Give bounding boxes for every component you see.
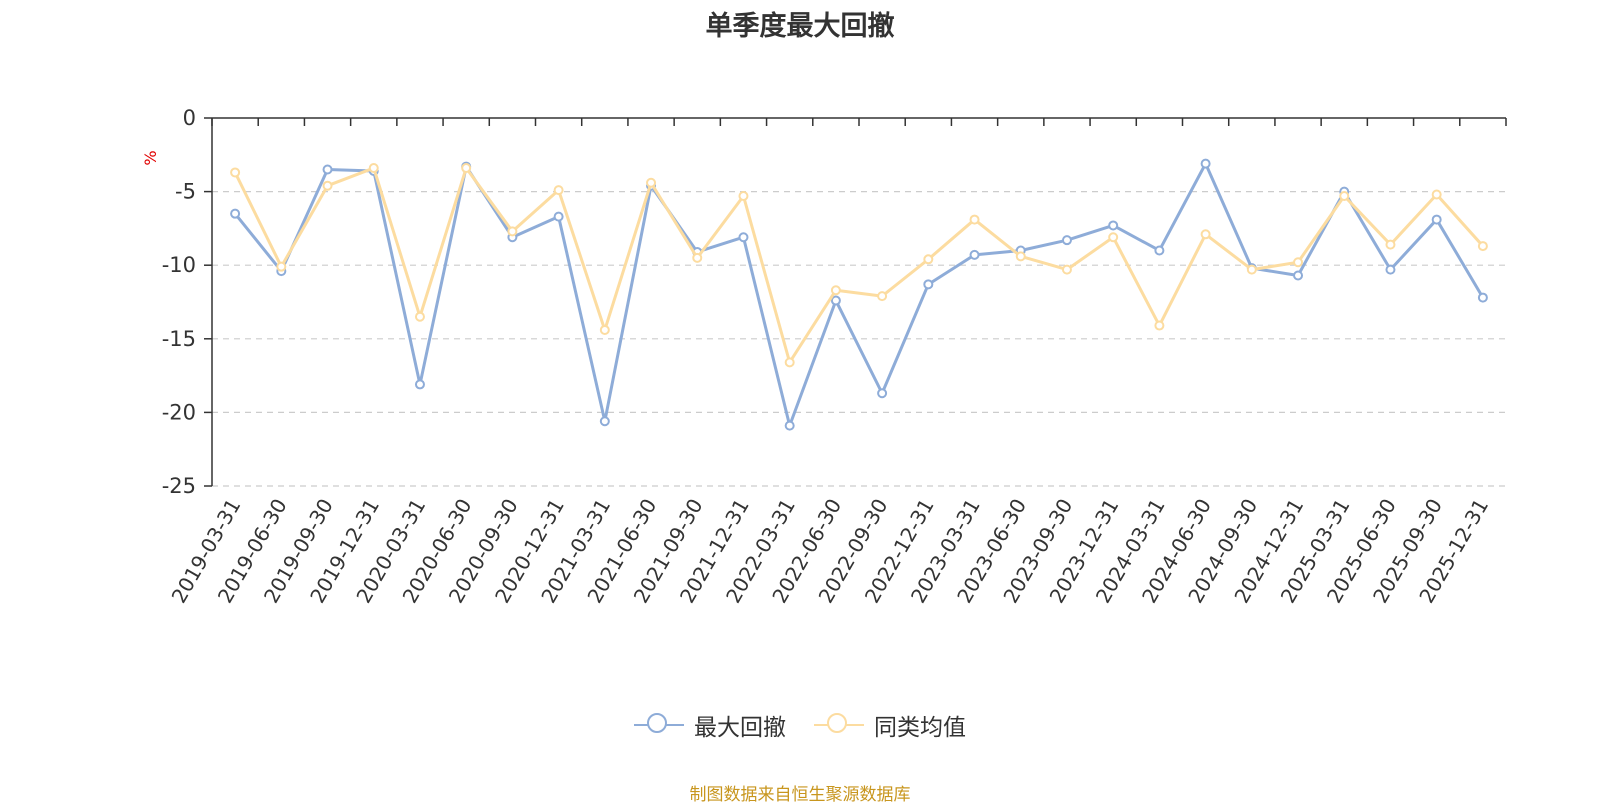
data-point	[414, 379, 425, 390]
y-tick-label: -5	[175, 180, 196, 204]
data-point	[830, 295, 841, 306]
data-point	[1200, 229, 1211, 240]
data-point	[414, 311, 425, 322]
axes	[204, 117, 1507, 487]
line-chart: 0-5-10-15-20-252019-03-312019-06-302019-…	[141, 106, 1507, 607]
data-point	[1200, 158, 1211, 169]
data-point	[276, 261, 287, 272]
data-point	[553, 211, 564, 222]
data-point	[230, 167, 241, 178]
data-point	[230, 208, 241, 219]
data-point	[1246, 264, 1257, 275]
data-point	[1431, 214, 1442, 225]
series-line-2	[233, 166, 1485, 364]
data-point	[1477, 241, 1488, 252]
data-point	[1293, 257, 1304, 268]
data-point	[692, 252, 703, 263]
data-point	[1108, 232, 1119, 243]
data-point	[461, 163, 472, 174]
data-point	[1477, 292, 1488, 303]
data-point	[1385, 264, 1396, 275]
data-point	[1293, 270, 1304, 281]
data-point	[738, 191, 749, 202]
y-tick-label: -25	[162, 474, 196, 498]
legend-item-series-1[interactable]: 最大回撤	[634, 708, 786, 742]
y-axis-unit-label: %	[141, 150, 160, 165]
data-point	[877, 291, 888, 302]
chart-title: 单季度最大回撤	[705, 11, 895, 42]
data-point	[738, 232, 749, 243]
data-point	[877, 388, 888, 399]
axis-labels: 0-5-10-15-20-252019-03-312019-06-302019-…	[162, 106, 1494, 607]
data-point	[1154, 320, 1165, 331]
data-point	[322, 180, 333, 191]
legend-label-1: 最大回撤	[694, 715, 786, 741]
data-point	[1061, 264, 1072, 275]
legend-swatch-1	[634, 712, 684, 738]
legend-label-2: 同类均值	[874, 715, 966, 741]
data-point	[969, 249, 980, 260]
data-point	[1385, 239, 1396, 250]
data-point	[646, 177, 657, 188]
data-point	[599, 416, 610, 427]
source-note: 制图数据来自恒生聚源数据库	[689, 785, 911, 805]
legend-swatch-2	[814, 712, 864, 738]
grid-lines	[212, 191, 1506, 487]
data-point	[322, 164, 333, 175]
data-point	[784, 357, 795, 368]
data-point	[1061, 235, 1072, 246]
y-tick-label: -10	[162, 253, 196, 277]
data-point	[1339, 191, 1350, 202]
y-tick-label: 0	[183, 106, 196, 130]
data-point	[969, 214, 980, 225]
legend: 最大回撤 同类均值	[0, 708, 1600, 742]
data-point	[830, 285, 841, 296]
data-point	[599, 324, 610, 335]
data-point	[1108, 220, 1119, 231]
data-point	[784, 420, 795, 431]
data-point	[553, 185, 564, 196]
data-point	[923, 279, 934, 290]
data-point	[507, 226, 518, 237]
data-point	[1015, 251, 1026, 262]
legend-item-series-2[interactable]: 同类均值	[814, 708, 966, 742]
y-tick-label: -20	[162, 400, 196, 424]
data-point	[368, 163, 379, 174]
data-point	[923, 254, 934, 265]
series-lines	[230, 158, 1488, 431]
data-point	[1154, 245, 1165, 256]
series-line-1	[233, 162, 1485, 428]
y-tick-label: -15	[162, 327, 196, 351]
data-point	[1431, 189, 1442, 200]
